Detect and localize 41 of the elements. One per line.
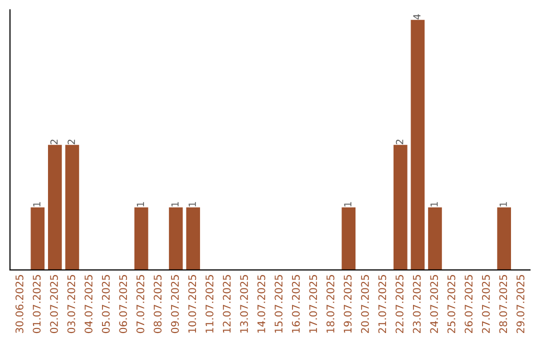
x-tick-label: 16.07.2025 (292, 275, 300, 333)
data-label: 2 (396, 140, 404, 144)
x-tick-label: 25.07.2025 (447, 275, 456, 334)
data-label: 1 (430, 202, 438, 206)
x-tick-label: 09.07.2025 (170, 275, 179, 334)
x-tick-label: 24.07.2025 (430, 275, 438, 334)
x-tick-label: 12.07.2025 (222, 275, 231, 333)
data-label: 1 (33, 202, 40, 206)
data-label: 1 (188, 202, 196, 206)
data-label: 1 (500, 202, 507, 206)
x-tick-label: 14.07.2025 (257, 275, 266, 333)
x-tick-label: 23.07.2025 (412, 275, 421, 334)
x-tick-label: 10.07.2025 (188, 275, 196, 333)
data-label: 4 (413, 14, 420, 20)
x-tick-label: 13.07.2025 (240, 275, 248, 333)
data-label: 1 (136, 202, 144, 206)
x-tick-label: 01.07.2025 (32, 275, 41, 334)
x-tick-label: 06.07.2025 (119, 275, 128, 334)
x-tick-label: 30.06.2025 (16, 275, 24, 333)
data-label: 1 (344, 202, 352, 206)
x-tick-label: 19.07.2025 (344, 275, 352, 333)
x-tick-label: 17.07.2025 (309, 275, 318, 333)
x-tick-label: 29.07.2025 (516, 275, 524, 334)
data-label: 2 (68, 140, 75, 144)
x-tick-label: 18.07.2025 (326, 275, 334, 333)
x-tick-label: 04.07.2025 (84, 275, 92, 334)
data-label: 2 (50, 140, 58, 144)
data-label: 1 (171, 202, 179, 206)
x-tick-label: 03.07.2025 (67, 275, 76, 334)
x-tick-label: 20.07.2025 (361, 275, 369, 334)
x-tick-label: 08.07.2025 (154, 275, 162, 334)
x-tick-label: 22.07.2025 (396, 275, 404, 334)
x-tick-label: 26.07.2025 (464, 275, 473, 334)
x-tick-label: 21.07.2025 (378, 275, 386, 334)
x-tick-label: 15.07.2025 (274, 275, 283, 333)
x-tick-label: 27.07.2025 (482, 275, 490, 334)
x-tick-label: 02.07.2025 (50, 275, 58, 334)
x-tick-label: 05.07.2025 (102, 275, 110, 334)
x-tick-label: 07.07.2025 (136, 275, 144, 334)
x-tick-label: 28.07.2025 (499, 275, 508, 334)
x-tick-label: 11.07.2025 (206, 275, 214, 333)
